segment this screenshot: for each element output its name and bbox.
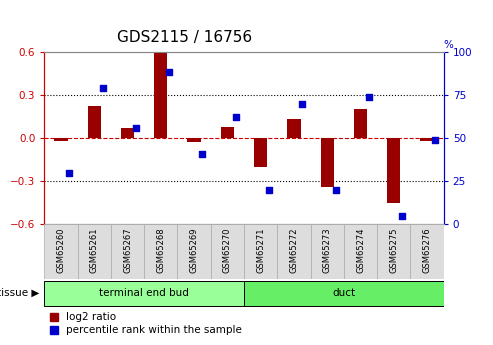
Bar [287,119,301,138]
Text: terminal end bud: terminal end bud [99,288,189,298]
Point [99,85,106,91]
Point [199,151,207,156]
Point [365,94,373,99]
Bar [221,127,234,138]
Bar [254,138,267,167]
Text: %: % [444,40,454,50]
Bar [77,224,111,279]
Text: tissue ▶: tissue ▶ [0,288,39,298]
Bar [311,224,344,279]
Point [132,125,140,130]
Bar [244,224,277,279]
Point [232,115,240,120]
Bar [187,138,201,142]
Text: GSM65267: GSM65267 [123,227,132,273]
Bar [377,224,410,279]
Bar [44,281,244,306]
Bar [144,224,177,279]
Bar [320,138,334,187]
Bar [88,106,101,138]
Text: duct: duct [332,288,355,298]
Bar [44,224,77,279]
Legend: log2 ratio, percentile rank within the sample: log2 ratio, percentile rank within the s… [50,312,242,335]
Text: GSM65261: GSM65261 [90,227,99,273]
Bar [410,224,444,279]
Text: GSM65268: GSM65268 [156,227,165,273]
Bar [154,52,168,138]
Point [165,70,173,75]
Text: GSM65273: GSM65273 [323,227,332,273]
Bar [421,138,434,141]
Bar [211,224,244,279]
Point [398,213,406,218]
Bar [121,128,134,138]
Bar [277,224,311,279]
Bar [54,138,68,141]
Text: GSM65275: GSM65275 [389,227,398,273]
Text: GSM65270: GSM65270 [223,227,232,273]
Bar [354,109,367,138]
Text: GDS2115 / 16756: GDS2115 / 16756 [116,30,252,45]
Point [298,101,306,106]
Point [332,187,340,193]
Text: GSM65269: GSM65269 [190,227,199,273]
Bar [344,224,377,279]
Bar [244,281,444,306]
Text: GSM65274: GSM65274 [356,227,365,273]
Point [431,137,439,142]
Point [66,170,73,175]
Bar [387,138,400,203]
Text: GSM65272: GSM65272 [289,227,298,273]
Bar [177,224,211,279]
Text: GSM65276: GSM65276 [423,227,431,273]
Text: GSM65260: GSM65260 [57,227,66,273]
Text: GSM65271: GSM65271 [256,227,265,273]
Bar [111,224,144,279]
Point [265,187,273,193]
